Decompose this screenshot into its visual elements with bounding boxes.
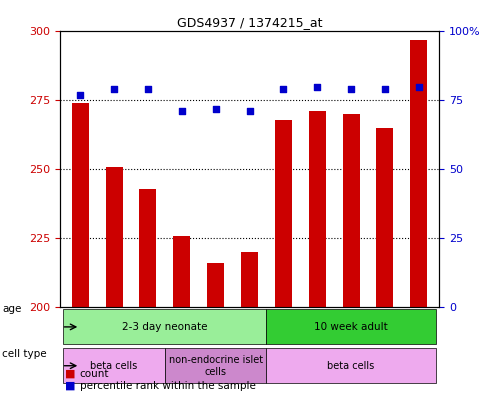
FancyBboxPatch shape: [266, 309, 436, 344]
Point: [246, 108, 253, 115]
Point: [415, 83, 423, 90]
Title: GDS4937 / 1374215_at: GDS4937 / 1374215_at: [177, 16, 322, 29]
Text: beta cells: beta cells: [327, 361, 375, 371]
Bar: [207, 263, 224, 307]
Point: [347, 86, 355, 93]
Bar: [275, 120, 292, 307]
Point: [110, 86, 118, 93]
FancyBboxPatch shape: [63, 309, 266, 344]
Bar: [410, 40, 427, 307]
Point: [212, 106, 220, 112]
Text: percentile rank within the sample: percentile rank within the sample: [80, 381, 255, 391]
Point: [279, 86, 287, 93]
Bar: [106, 167, 123, 307]
FancyBboxPatch shape: [63, 348, 165, 383]
Point: [76, 92, 84, 98]
Text: 10 week adult: 10 week adult: [314, 322, 388, 332]
Point: [381, 86, 389, 93]
FancyBboxPatch shape: [266, 348, 436, 383]
Point: [178, 108, 186, 115]
Text: count: count: [80, 369, 109, 379]
Point: [144, 86, 152, 93]
Text: age: age: [2, 303, 22, 314]
Bar: [376, 128, 393, 307]
Text: beta cells: beta cells: [90, 361, 138, 371]
Bar: [309, 112, 326, 307]
Bar: [173, 236, 190, 307]
Bar: [139, 189, 156, 307]
Bar: [72, 103, 89, 307]
Text: non-endocrine islet
cells: non-endocrine islet cells: [169, 355, 262, 376]
Bar: [343, 114, 360, 307]
Text: cell type: cell type: [2, 349, 47, 359]
FancyBboxPatch shape: [165, 348, 266, 383]
Bar: [241, 252, 258, 307]
Text: ■: ■: [65, 369, 75, 379]
Text: ■: ■: [65, 381, 75, 391]
Point: [313, 83, 321, 90]
Text: 2-3 day neonate: 2-3 day neonate: [122, 322, 208, 332]
